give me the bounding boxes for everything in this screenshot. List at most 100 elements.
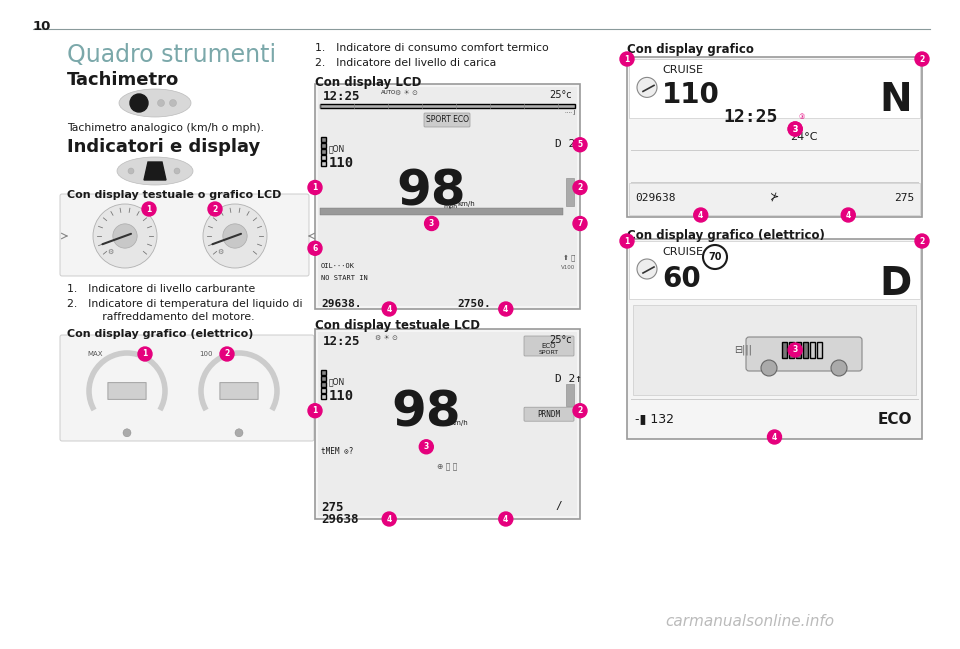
Text: 3: 3 xyxy=(793,345,798,354)
Text: 2: 2 xyxy=(577,183,583,192)
Circle shape xyxy=(694,208,708,222)
Circle shape xyxy=(788,122,803,136)
Text: Indicatori e display: Indicatori e display xyxy=(67,138,260,156)
FancyBboxPatch shape xyxy=(315,84,580,309)
Text: 6: 6 xyxy=(312,244,318,252)
Text: Con display grafico (elettrico): Con display grafico (elettrico) xyxy=(627,229,825,242)
Text: 24°C: 24°C xyxy=(790,132,818,142)
FancyBboxPatch shape xyxy=(566,384,574,406)
Text: Tachimetro: Tachimetro xyxy=(67,71,180,89)
Text: 110: 110 xyxy=(662,81,720,109)
Polygon shape xyxy=(144,162,166,180)
Circle shape xyxy=(174,168,180,174)
Circle shape xyxy=(93,204,157,268)
FancyBboxPatch shape xyxy=(321,394,326,399)
Text: 1: 1 xyxy=(624,55,630,64)
Circle shape xyxy=(620,52,634,66)
FancyBboxPatch shape xyxy=(320,104,575,108)
Text: ③: ③ xyxy=(798,114,804,119)
Circle shape xyxy=(499,512,513,526)
FancyBboxPatch shape xyxy=(315,329,580,519)
Text: 100: 100 xyxy=(199,351,212,357)
Text: SPORT: SPORT xyxy=(539,350,559,356)
Text: /: / xyxy=(555,501,562,511)
Text: Con display LCD: Con display LCD xyxy=(315,76,421,89)
Circle shape xyxy=(637,259,657,279)
FancyBboxPatch shape xyxy=(424,113,470,127)
Text: CRUISE: CRUISE xyxy=(662,247,703,257)
Text: 2: 2 xyxy=(577,406,583,415)
Text: V100: V100 xyxy=(561,265,575,270)
Text: km/h: km/h xyxy=(450,420,468,426)
Circle shape xyxy=(128,168,134,174)
Text: 1: 1 xyxy=(146,204,152,214)
FancyBboxPatch shape xyxy=(524,336,574,356)
FancyBboxPatch shape xyxy=(321,137,326,142)
Circle shape xyxy=(767,430,781,444)
Circle shape xyxy=(915,234,929,248)
FancyBboxPatch shape xyxy=(789,342,794,358)
Text: 275: 275 xyxy=(321,501,344,514)
Text: PRNDM: PRNDM xyxy=(538,410,561,419)
FancyBboxPatch shape xyxy=(810,342,815,358)
Text: CRUISE: CRUISE xyxy=(662,65,703,75)
Text: 3: 3 xyxy=(793,125,798,134)
Text: ⬆ 🚗: ⬆ 🚗 xyxy=(563,254,575,261)
Text: 4: 4 xyxy=(387,515,392,524)
Ellipse shape xyxy=(117,157,193,185)
Text: ECO: ECO xyxy=(877,411,912,426)
Text: MAX: MAX xyxy=(87,351,103,357)
FancyBboxPatch shape xyxy=(566,177,574,206)
Text: 029638: 029638 xyxy=(635,193,676,202)
Text: ⚙ ☀ ⊙: ⚙ ☀ ⊙ xyxy=(375,335,397,341)
Text: ⚙: ⚙ xyxy=(218,249,224,255)
Text: 4: 4 xyxy=(503,515,509,524)
Circle shape xyxy=(382,302,396,316)
Circle shape xyxy=(113,224,137,248)
Circle shape xyxy=(308,180,322,195)
FancyBboxPatch shape xyxy=(746,337,862,371)
Circle shape xyxy=(123,429,131,437)
FancyBboxPatch shape xyxy=(321,161,326,166)
Text: 29638: 29638 xyxy=(321,513,358,526)
Text: tMEM ⊙?: tMEM ⊙? xyxy=(321,447,353,456)
Circle shape xyxy=(223,224,247,248)
Circle shape xyxy=(142,202,156,216)
Text: 12:25: 12:25 xyxy=(323,90,361,103)
FancyBboxPatch shape xyxy=(321,143,326,148)
Text: 1: 1 xyxy=(312,183,318,192)
Text: 4: 4 xyxy=(846,210,851,219)
Text: 25°c: 25°c xyxy=(549,90,572,100)
Circle shape xyxy=(573,180,587,195)
Text: 1. Indicatore di consumo comfort termico: 1. Indicatore di consumo comfort termico xyxy=(315,43,549,53)
Text: Con display grafico: Con display grafico xyxy=(627,43,754,56)
Circle shape xyxy=(424,217,439,230)
Text: raffreddamento del motore.: raffreddamento del motore. xyxy=(77,312,254,322)
Text: OIL···OK: OIL···OK xyxy=(321,263,355,269)
Text: -▮ 132: -▮ 132 xyxy=(635,413,674,426)
Text: D 2↑: D 2↑ xyxy=(555,374,582,384)
Text: AUTO: AUTO xyxy=(381,90,396,95)
Circle shape xyxy=(788,343,803,357)
FancyBboxPatch shape xyxy=(321,149,326,154)
FancyBboxPatch shape xyxy=(629,183,920,215)
Text: 1: 1 xyxy=(624,236,630,245)
Text: 98: 98 xyxy=(396,168,467,216)
FancyBboxPatch shape xyxy=(629,59,920,118)
Text: 70: 70 xyxy=(708,252,722,262)
Text: D: D xyxy=(879,265,912,303)
Text: 7: 7 xyxy=(577,219,583,228)
Text: 2: 2 xyxy=(920,55,924,64)
Text: 12:25: 12:25 xyxy=(724,108,779,125)
Text: Con display grafico (elettrico): Con display grafico (elettrico) xyxy=(67,329,253,339)
FancyBboxPatch shape xyxy=(321,376,326,381)
FancyBboxPatch shape xyxy=(817,342,822,358)
Circle shape xyxy=(788,122,803,136)
Text: Quadro strumenti: Quadro strumenti xyxy=(67,43,276,67)
Text: 275: 275 xyxy=(894,193,914,202)
FancyBboxPatch shape xyxy=(60,194,309,276)
Text: 4: 4 xyxy=(698,210,704,219)
Text: Tachimetro analogico (km/h o mph).: Tachimetro analogico (km/h o mph). xyxy=(67,123,264,133)
Text: ⊕ 🚗 🔌: ⊕ 🚗 🔌 xyxy=(438,462,458,471)
FancyBboxPatch shape xyxy=(321,382,326,387)
